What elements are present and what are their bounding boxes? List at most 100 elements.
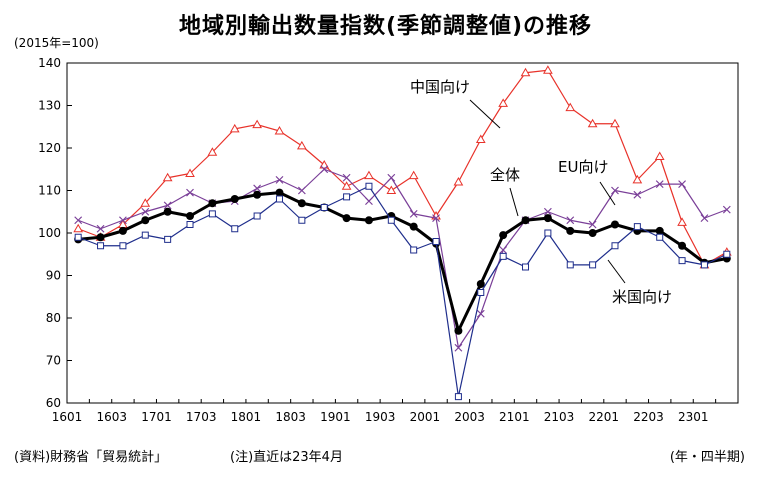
data-point: [208, 210, 216, 218]
series-label-china: 中国向け: [410, 78, 470, 96]
y-tick-label: 60: [46, 396, 61, 410]
data-point: [231, 225, 239, 233]
series-label-us: 米国向け: [612, 288, 672, 306]
data-point: [700, 261, 708, 269]
data-point: [409, 209, 418, 218]
data-point: [588, 229, 597, 237]
x-tick-label: 1803: [275, 410, 306, 424]
x-tick-label: 2001: [410, 410, 441, 424]
y-tick-label: 120: [38, 141, 61, 155]
data-point: [365, 182, 373, 190]
series-line: [77, 168, 728, 349]
data-point: [522, 263, 530, 271]
data-point: [499, 231, 508, 240]
data-point: [700, 214, 709, 223]
data-point: [656, 233, 664, 241]
series-layer: [73, 65, 732, 401]
data-point: [320, 204, 328, 211]
data-point: [454, 393, 462, 401]
series-1: [74, 165, 731, 352]
data-point: [96, 233, 105, 242]
y-tick-label: 100: [38, 226, 61, 240]
data-point: [432, 238, 440, 245]
data-point: [342, 173, 351, 182]
data-point: [588, 220, 597, 229]
data-point: [476, 280, 485, 288]
data-point: [454, 343, 463, 352]
latest-note: (注)直近は23年4月: [230, 450, 343, 465]
source-note: (資料)財務省「貿易統計」: [14, 450, 168, 465]
data-point: [566, 261, 574, 269]
series-2: [74, 188, 731, 335]
data-point: [610, 118, 620, 128]
data-point: [275, 195, 283, 203]
data-point: [253, 184, 262, 193]
data-point: [610, 220, 619, 229]
x-tick-label: 2203: [633, 410, 664, 424]
data-point: [678, 180, 687, 189]
data-point: [633, 223, 641, 231]
leader-line-eu: [599, 181, 616, 206]
data-point: [297, 199, 306, 208]
data-point: [544, 229, 552, 237]
data-point: [141, 207, 150, 216]
data-point: [453, 176, 464, 186]
data-point: [387, 173, 396, 182]
data-point: [364, 216, 373, 225]
data-point: [341, 181, 352, 190]
data-point: [207, 147, 218, 156]
data-point: [475, 134, 486, 143]
data-point: [118, 226, 127, 235]
data-point: [343, 193, 351, 201]
data-point: [118, 216, 127, 225]
data-point: [230, 195, 239, 203]
data-point: [633, 190, 642, 199]
data-point: [387, 216, 395, 224]
data-point: [655, 226, 664, 235]
y-tick-label: 140: [38, 56, 61, 70]
data-point: [185, 168, 195, 177]
x-tick-label: 1601: [52, 410, 83, 424]
data-point: [297, 186, 306, 195]
x-tick-label: 1903: [365, 410, 396, 424]
leader-line-china: [469, 99, 501, 129]
data-point: [589, 261, 597, 269]
series-3: [74, 182, 731, 401]
data-point: [565, 102, 576, 112]
data-point: [678, 257, 686, 265]
data-point: [364, 170, 374, 180]
data-point: [298, 216, 306, 224]
data-point: [74, 216, 83, 225]
data-point: [208, 199, 217, 208]
series-label-eu: EU向け: [558, 158, 608, 176]
series-line: [78, 191, 728, 333]
data-point: [164, 235, 172, 243]
y-axis-unit: (2015年=100): [14, 36, 99, 50]
data-point: [543, 214, 552, 223]
data-point: [275, 188, 284, 197]
data-point: [654, 151, 665, 160]
data-point: [410, 246, 418, 254]
x-tick-label: 2101: [499, 410, 530, 424]
data-point: [320, 165, 329, 174]
data-point: [163, 201, 172, 210]
data-point: [73, 223, 84, 233]
x-tick-label: 2003: [454, 410, 485, 424]
data-point: [677, 217, 687, 226]
data-point: [498, 98, 509, 107]
data-point: [409, 222, 418, 231]
data-point: [186, 221, 194, 228]
data-point: [319, 159, 330, 169]
data-point: [632, 174, 643, 184]
data-point: [119, 242, 127, 250]
chart-title: 地域別輸出数量指数(季節調整値)の推移: [178, 14, 593, 39]
y-tick-label: 70: [46, 354, 61, 368]
data-point: [229, 123, 240, 133]
data-point: [521, 216, 530, 225]
data-point: [141, 231, 149, 239]
x-tick-label: 2301: [678, 410, 709, 424]
y-tick-label: 80: [46, 311, 61, 325]
x-tick-label: 1701: [141, 410, 172, 424]
leader-line-us: [607, 259, 626, 284]
